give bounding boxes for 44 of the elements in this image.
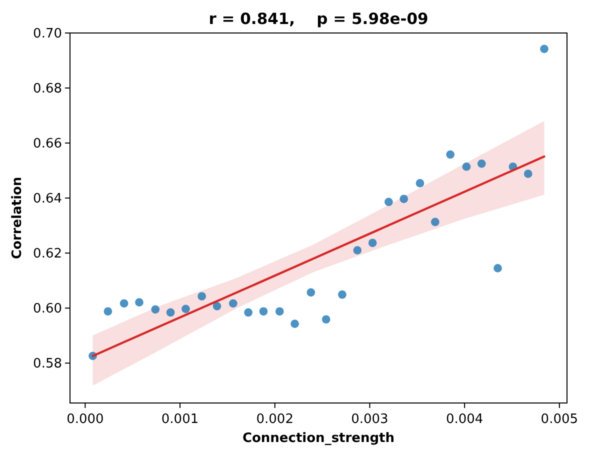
x-tick-label: 0.002 <box>256 412 294 427</box>
y-axis-title: Correlation <box>10 176 25 260</box>
y-tick-label: 0.62 <box>33 246 62 262</box>
chart-title: r = 0.841, p = 5.98e-09 <box>208 10 428 28</box>
point <box>104 307 112 316</box>
point <box>338 290 346 299</box>
x-tick-label: 0.004 <box>446 412 484 427</box>
point <box>151 305 160 314</box>
point <box>166 308 175 317</box>
point <box>368 238 377 248</box>
point <box>306 288 316 297</box>
point <box>416 179 424 188</box>
y-tick-label: 0.70 <box>33 26 62 42</box>
y-tick-label: 0.66 <box>33 136 62 152</box>
x-tick-label: 0.000 <box>66 412 104 427</box>
y-tick-label: 0.68 <box>33 82 62 97</box>
point <box>290 320 299 328</box>
point <box>494 264 502 272</box>
point <box>120 299 128 308</box>
y-tick-label: 0.64 <box>33 192 62 207</box>
point <box>228 299 238 308</box>
point <box>353 246 362 254</box>
x-tick-label: 0.003 <box>351 412 388 427</box>
point <box>244 308 252 317</box>
point <box>212 302 222 310</box>
y-tick-label: 0.58 <box>33 356 62 372</box>
point <box>259 307 268 316</box>
x-tick-label: 0.005 <box>540 412 578 427</box>
point <box>400 194 408 204</box>
point <box>322 315 330 324</box>
point <box>275 307 284 316</box>
point <box>524 170 532 178</box>
x-tick-label: 0.001 <box>161 412 199 427</box>
point <box>462 162 471 171</box>
point <box>446 150 455 159</box>
x-axis-title: Connection_strength <box>242 431 395 446</box>
point <box>182 304 190 314</box>
point <box>198 292 206 300</box>
point <box>384 198 393 206</box>
y-tick-label: 0.60 <box>33 302 62 317</box>
point <box>430 218 440 226</box>
point <box>477 159 486 168</box>
point <box>540 44 548 54</box>
point <box>135 298 144 306</box>
